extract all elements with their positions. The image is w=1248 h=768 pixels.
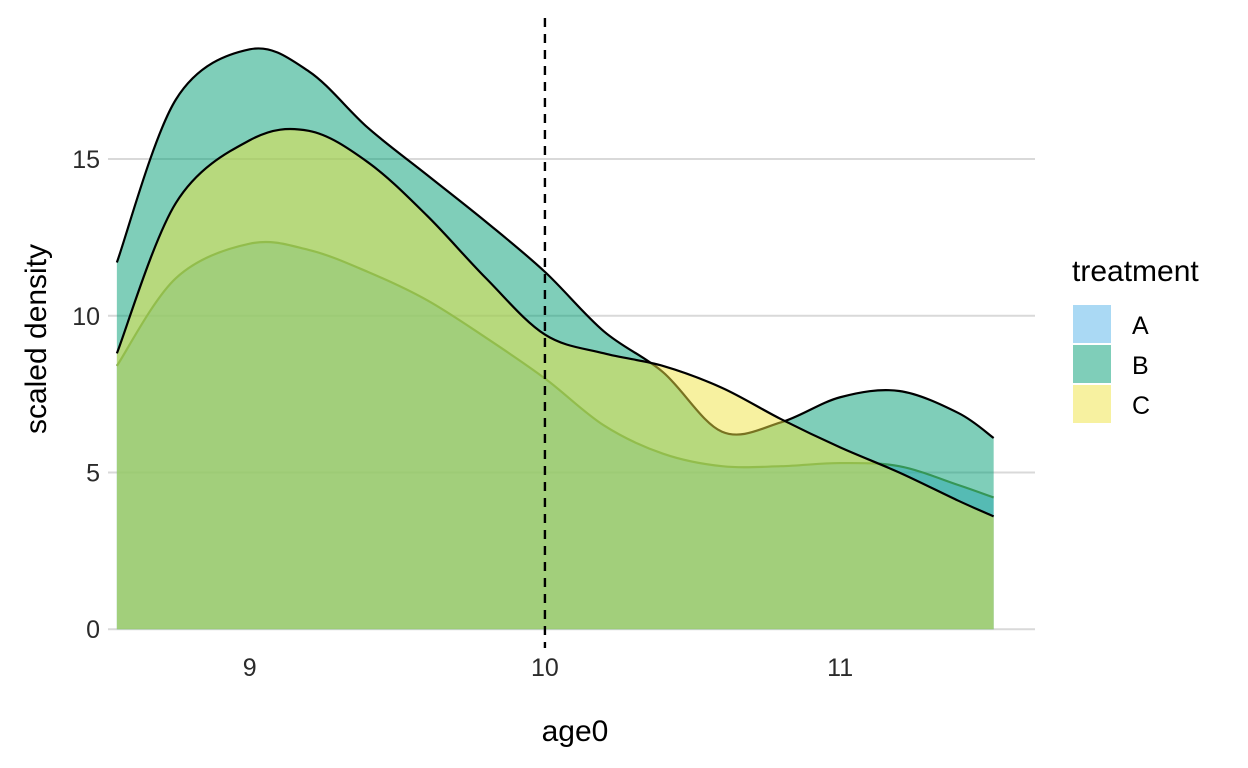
legend-item-b: B [1073,345,1149,383]
y-tick-label: 0 [86,616,100,644]
density-outline-b [115,47,995,439]
x-axis-title: age0 [542,715,609,748]
density-outline-c [115,127,995,518]
legend-label: C [1132,392,1150,420]
x-tick-label: 11 [827,654,853,682]
x-tick-label: 10 [531,654,559,682]
legend-label: B [1132,352,1149,380]
legend: treatment ABC [1072,255,1199,423]
legend-swatch [1073,345,1111,383]
y-tick-label: 15 [72,146,100,174]
y-axis-title: scaled density [20,244,53,434]
series-c [115,127,995,630]
legend-items: ABC [1073,305,1150,423]
density-area-c [116,128,994,630]
legend-label: A [1132,312,1149,340]
x-tick-label: 9 [243,654,257,682]
legend-title: treatment [1072,255,1199,288]
tick-labels: 9 10 11 0 5 10 15 [72,146,853,682]
legend-swatch [1073,305,1111,343]
legend-swatch [1073,385,1111,423]
legend-item-a: A [1073,305,1149,343]
y-tick-label: 10 [72,303,100,331]
y-tick-label: 5 [86,459,100,487]
legend-item-c: C [1073,385,1150,423]
density-areas [115,47,995,630]
